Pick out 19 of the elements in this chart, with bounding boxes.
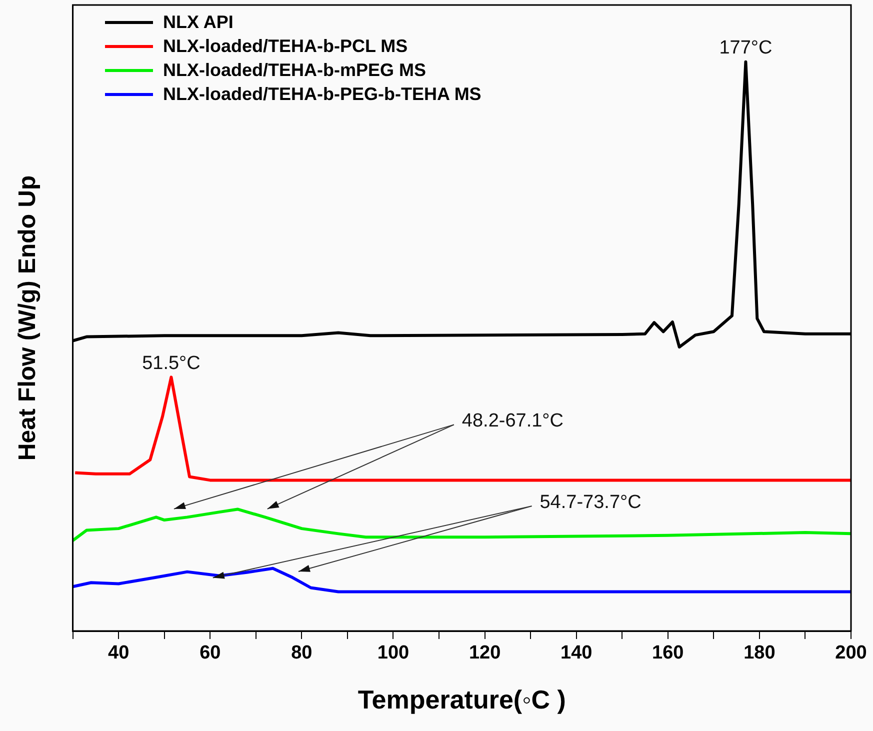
legend-label: NLX API [163,11,234,34]
x-axis-title: Temperature(◦C ) [358,684,566,715]
x-tick-label: 180 [744,642,776,664]
x-tick-label: 100 [377,642,410,664]
x-tick-label: 40 [108,642,130,664]
x-tick-label: 140 [560,642,592,664]
x-tick-label: 60 [200,642,221,664]
annotation: 51.5°C [142,352,200,374]
annotation: 54.7-73.7°C [540,492,642,513]
x-tick-label: 160 [652,642,684,664]
x-tick-label: 80 [291,642,312,664]
annotation: 48.2-67.1°C [462,410,564,432]
annotation: 177°C [719,38,772,59]
y-axis-title: Heat Flow (W/g) Endo Up [14,175,42,461]
legend-label: NLX-loaded/TEHA-b-PEG-b-TEHA MS [163,83,482,106]
legend-label: NLX-loaded/TEHA-b-mPEG MS [163,59,426,82]
legend-label: NLX-loaded/TEHA-b-PCL MS [163,35,408,58]
x-tick-label: 200 [835,642,867,664]
x-tick-label: 120 [468,642,501,664]
